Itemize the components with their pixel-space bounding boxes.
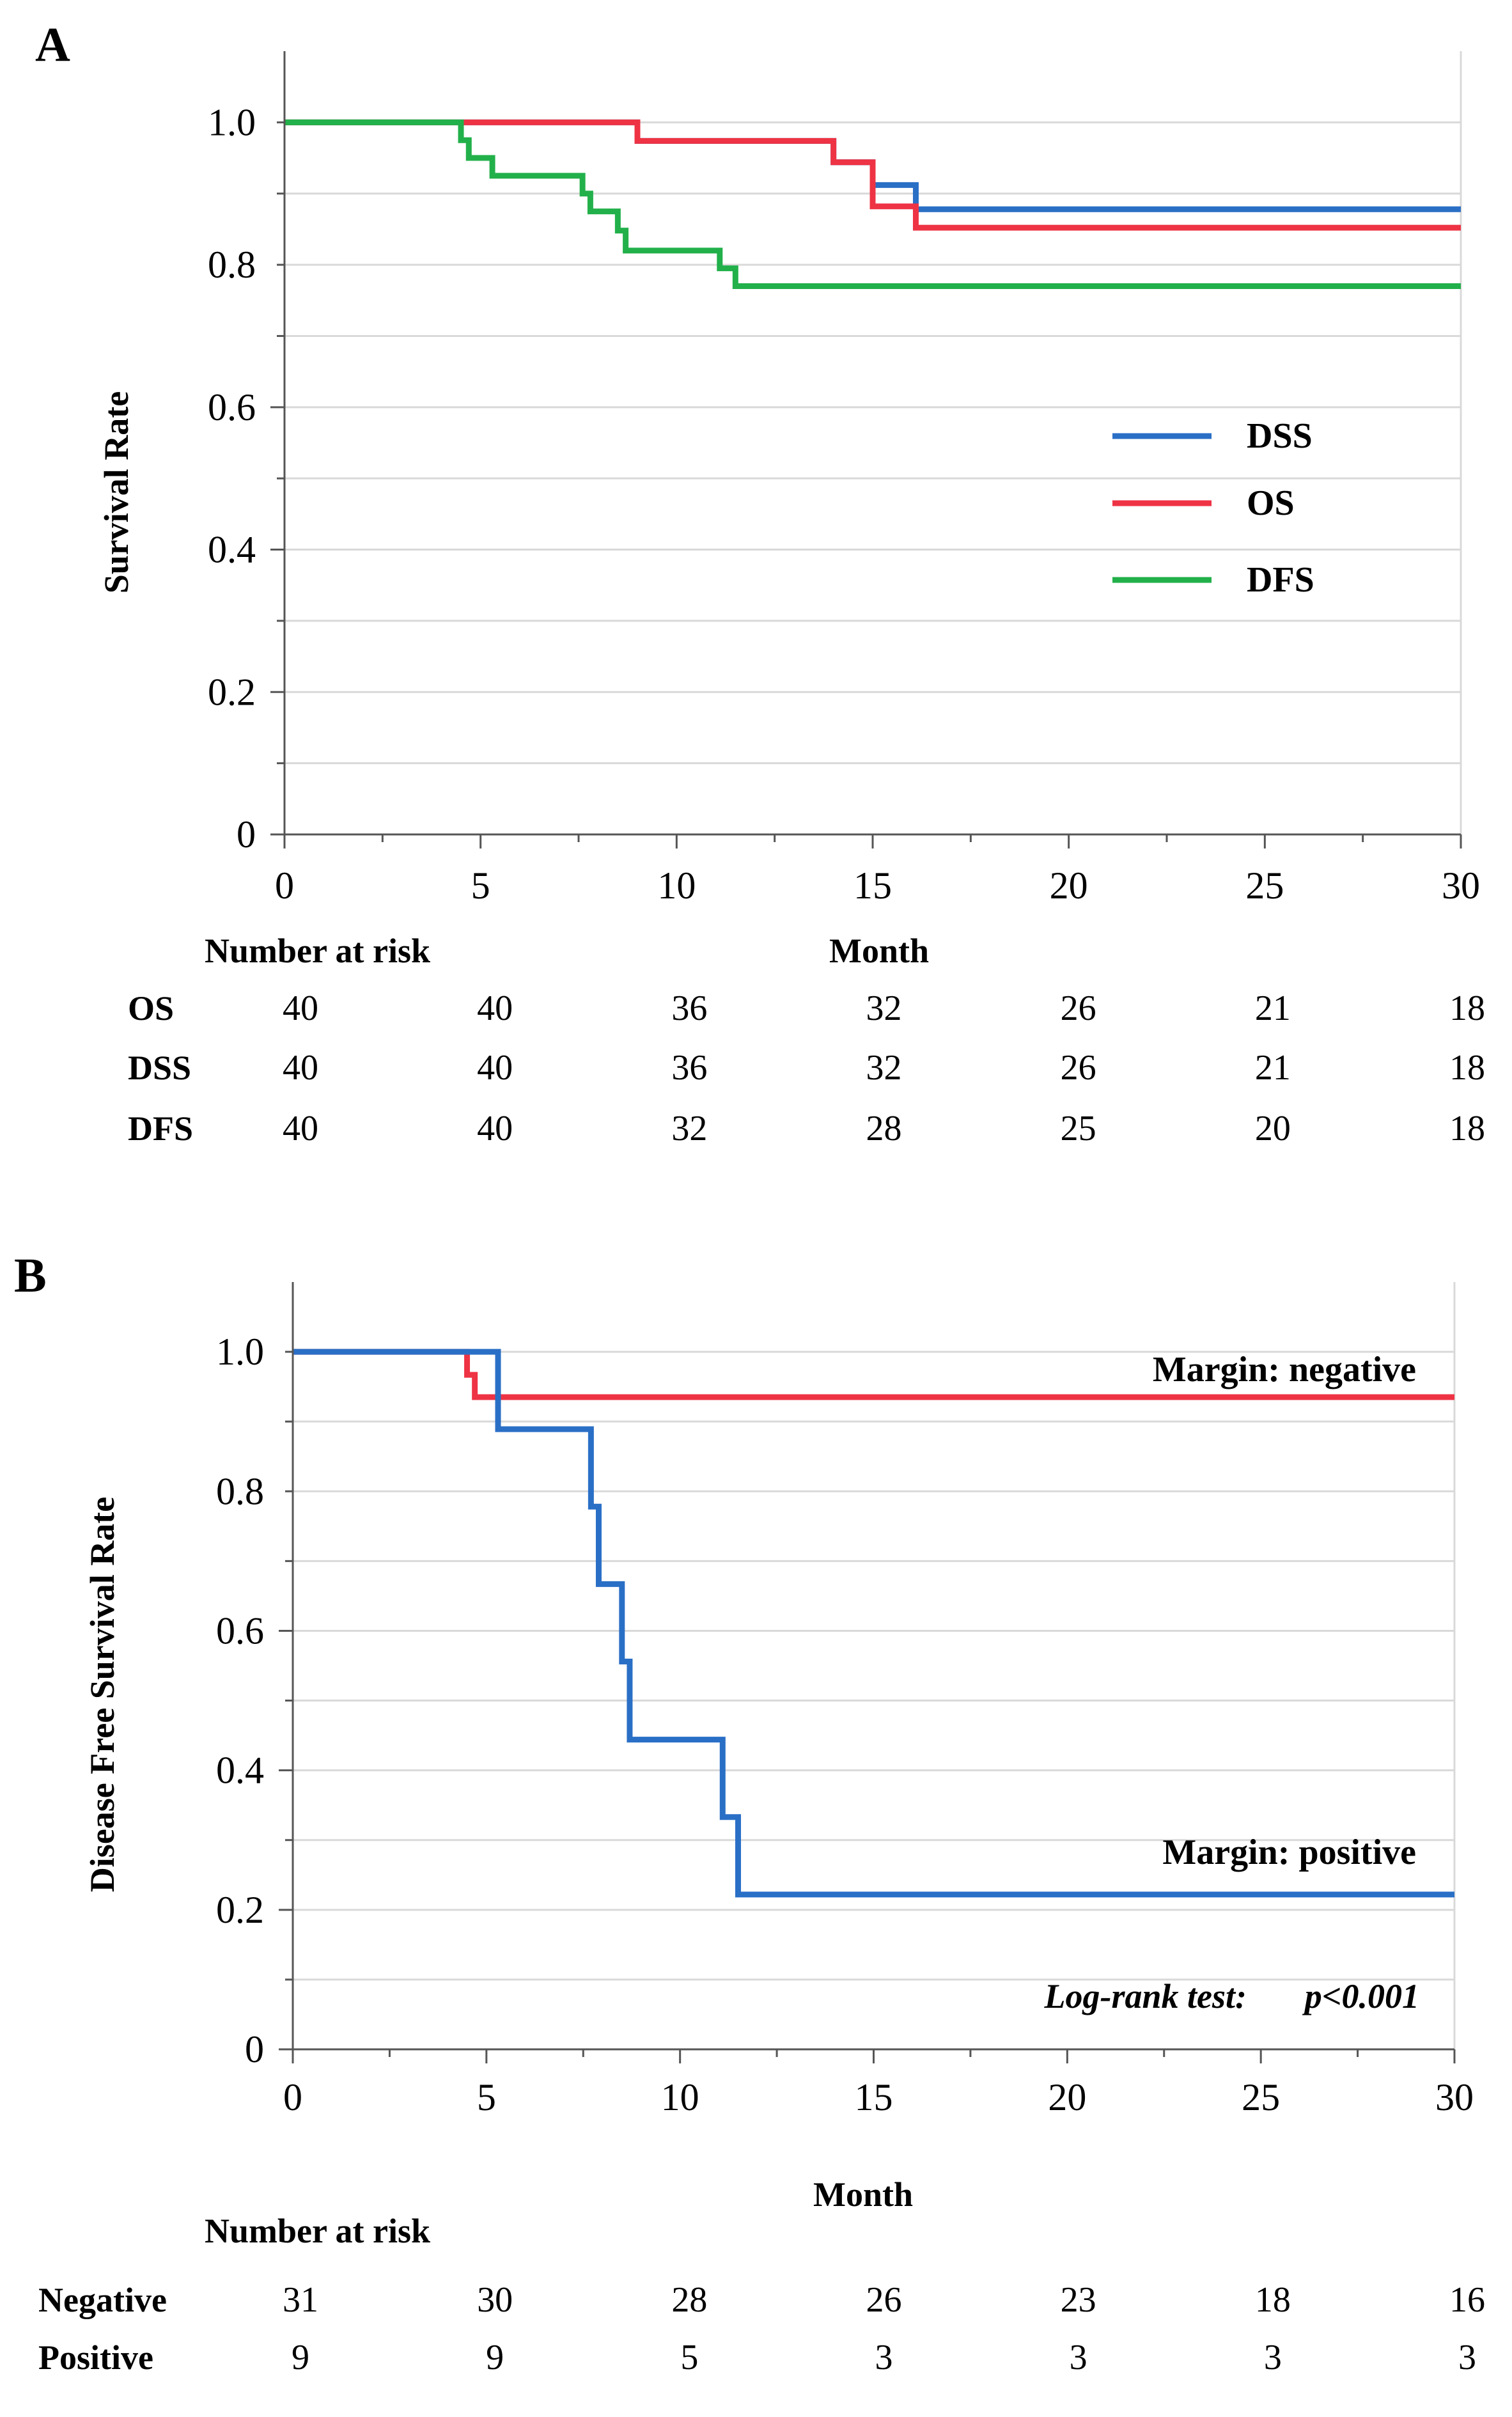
- risk-count: 30: [477, 2280, 513, 2320]
- x-tick-label: 25: [1245, 864, 1284, 907]
- risk-count: 21: [1255, 989, 1291, 1028]
- risk-count: 31: [283, 2280, 318, 2320]
- risk-count: 36: [671, 1048, 707, 1088]
- risk-count: 3: [1458, 2338, 1476, 2377]
- y-tick-label: 0.6: [216, 1609, 264, 1652]
- x-tick-label: 10: [657, 864, 696, 907]
- risk-count: 28: [671, 2280, 707, 2320]
- risk-count: 28: [866, 1109, 902, 1148]
- risk-count: 9: [486, 2338, 504, 2377]
- y-tick-label: 0.8: [216, 1470, 264, 1512]
- risk-count: 20: [1255, 1109, 1291, 1148]
- risk-count: 40: [283, 989, 318, 1028]
- panel-b-y-axis-title: Disease Free Survival Rate: [83, 1497, 121, 1892]
- x-tick-label: 5: [477, 2076, 496, 2118]
- x-tick-label: 25: [1242, 2076, 1280, 2118]
- risk-count: 5: [680, 2338, 698, 2377]
- x-tick-label: 30: [1435, 2076, 1474, 2118]
- risk-count: 18: [1449, 1048, 1485, 1088]
- panel-a-x-tick-labels: 0 5 10 15 20 25 30: [275, 864, 1480, 907]
- risk-count: 36: [671, 989, 707, 1028]
- y-tick-label: 1.0: [208, 101, 256, 143]
- risk-count: 40: [283, 1109, 318, 1148]
- risk-count: 18: [1255, 2280, 1291, 2320]
- panel-a-risk-header: Number at risk: [205, 932, 430, 970]
- risk-count: 3: [1070, 2338, 1087, 2377]
- panel-a-risk-table: OS 40 40 36 32 26 21 18 DSS 40 40 36 32 26 21 18 DFS 40 40…: [128, 989, 1485, 1148]
- panel-b-p-value: p<0.001: [1302, 1977, 1419, 2015]
- panel-a-series: [284, 119, 1461, 289]
- risk-row-label: DSS: [128, 1049, 191, 1087]
- y-tick-label: 0.6: [208, 386, 256, 428]
- panel-b-letter: B: [14, 1249, 47, 1302]
- panel-b-logrank-label: Log-rank test:: [1044, 1977, 1247, 2015]
- panel-a-y-tick-labels: 0 0.2 0.4 0.6 0.8 1.0: [208, 101, 256, 856]
- risk-count: 40: [477, 989, 513, 1028]
- x-tick-label: 20: [1048, 2076, 1086, 2118]
- series-label: Margin: negative: [1153, 1350, 1416, 1389]
- y-tick-label: 0.2: [208, 671, 256, 713]
- y-tick-label: 0.4: [208, 529, 256, 571]
- panel-b-axes: [279, 1282, 1456, 2063]
- legend-label: OS: [1247, 483, 1295, 523]
- risk-row-label: OS: [128, 989, 174, 1028]
- panel-b-x-tick-labels: 0 5 10 15 20 25 30: [283, 2076, 1474, 2118]
- risk-count: 25: [1061, 1109, 1096, 1148]
- panel-a-y-axis-title: Survival Rate: [97, 391, 136, 594]
- series-line-os: [284, 119, 1461, 231]
- risk-count: 3: [1264, 2338, 1282, 2377]
- panel-a-letter: A: [35, 18, 70, 72]
- panel-b-risk-table: Negative 31 30 28 26 23 18 16 Positive 9 9 5 3 3 3 3: [38, 2280, 1485, 2377]
- risk-count: 16: [1449, 2280, 1485, 2320]
- panel-b-series: [293, 1349, 1454, 1898]
- panel-b-risk-header: Number at risk: [205, 2212, 430, 2250]
- risk-count: 23: [1061, 2280, 1096, 2320]
- panel-b-series-labels: Margin: negative Margin: positive: [1153, 1350, 1416, 1872]
- x-tick-label: 5: [471, 864, 490, 907]
- risk-row-label: Positive: [38, 2338, 153, 2377]
- risk-row-label: DFS: [128, 1109, 193, 1148]
- risk-count: 32: [866, 989, 902, 1028]
- risk-count: 40: [477, 1109, 513, 1148]
- panel-a-x-axis-title: Month: [829, 932, 929, 970]
- legend-label: DSS: [1247, 416, 1313, 456]
- legend-label: DFS: [1247, 560, 1314, 600]
- risk-count: 26: [1061, 1048, 1096, 1088]
- series-line-margin-positive: [293, 1349, 1454, 1898]
- y-tick-label: 0: [245, 2028, 264, 2070]
- y-tick-label: 0.4: [216, 1749, 264, 1792]
- risk-count: 3: [875, 2338, 893, 2377]
- x-tick-label: 0: [275, 864, 294, 907]
- risk-count: 21: [1255, 1048, 1291, 1088]
- risk-count: 18: [1449, 1109, 1485, 1148]
- y-tick-label: 0.2: [216, 1889, 264, 1931]
- risk-count: 26: [1061, 989, 1096, 1028]
- x-tick-label: 15: [853, 864, 892, 907]
- risk-count: 40: [477, 1048, 513, 1088]
- panel-a-legend: DSS OS DFS: [1112, 416, 1314, 600]
- y-tick-label: 0: [237, 813, 256, 856]
- risk-count: 18: [1449, 989, 1485, 1028]
- panel-b-x-axis-title: Month: [813, 2175, 913, 2214]
- y-tick-label: 0.8: [208, 244, 256, 286]
- x-tick-label: 15: [855, 2076, 893, 2118]
- risk-row-label: Negative: [38, 2281, 167, 2319]
- risk-count: 26: [866, 2280, 902, 2320]
- x-tick-label: 0: [283, 2076, 302, 2118]
- x-tick-label: 30: [1442, 864, 1480, 907]
- panel-b: B 0 5 10 15 20 25 30 0 0.2 0.4 0.6 0.8 1.0 Disease …: [14, 1249, 1485, 2377]
- series-line-dfs: [284, 119, 1461, 289]
- risk-count: 40: [283, 1048, 318, 1088]
- risk-count: 32: [671, 1109, 707, 1148]
- panel-a-axes: [270, 51, 1462, 849]
- x-tick-label: 10: [661, 2076, 699, 2118]
- x-tick-label: 20: [1050, 864, 1088, 907]
- panel-a: A 0 5 10 15 20 25 30 0 0.2 0.4 0.6 0.8 1.0 Survival…: [35, 18, 1485, 1148]
- risk-count: 32: [866, 1048, 902, 1088]
- series-label: Margin: positive: [1162, 1833, 1416, 1872]
- y-tick-label: 1.0: [216, 1331, 264, 1373]
- risk-count: 9: [292, 2338, 309, 2377]
- panel-b-y-tick-labels: 0 0.2 0.4 0.6 0.8 1.0: [216, 1331, 264, 2070]
